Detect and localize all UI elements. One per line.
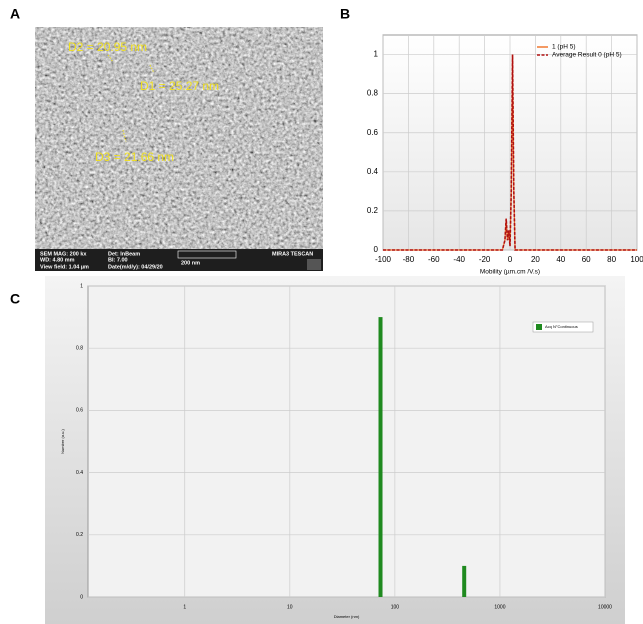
legend-label: Average Result 0 (pH 5)	[552, 52, 622, 59]
bar	[378, 317, 383, 597]
x-tick-label: 10000	[598, 604, 612, 610]
info: SEM MAG: 200 kx	[40, 251, 87, 257]
panel-label: B	[340, 6, 350, 22]
sem-image	[35, 27, 323, 249]
x-tick-label: 1	[183, 604, 186, 610]
info: View field: 1.04 µm	[40, 264, 89, 270]
x-tick-label: -40	[453, 255, 465, 264]
annotation: D3 = 21.66 nm	[95, 150, 174, 164]
x-tick-label: 100	[630, 255, 643, 264]
annotation: D2 = 20.95 nm	[68, 40, 147, 54]
legend-swatch	[536, 324, 542, 330]
info: MIRA3 TESCAN	[272, 251, 313, 257]
logo	[307, 259, 321, 270]
y-tick-label: 0.2	[76, 532, 83, 538]
x-tick-label: -80	[403, 255, 415, 264]
panel-label: C	[10, 291, 20, 307]
measure-line	[122, 129, 127, 143]
x-tick-label: -100	[375, 255, 392, 264]
x-tick-label: 60	[582, 255, 591, 264]
measure-line	[149, 64, 155, 74]
y-tick-label: 0.8	[367, 89, 379, 98]
annotation: D1 = 25.27 nm	[140, 79, 219, 93]
y-tick-label: 0	[374, 245, 379, 254]
info: 200 nm	[181, 260, 200, 266]
info: Det: InBeam	[108, 251, 140, 257]
info: WD: 4.80 mm	[40, 257, 75, 263]
y-tick-label: 0.6	[367, 128, 379, 137]
bar	[462, 565, 467, 597]
x-axis-label: Mobility (µm.cm /V.s)	[480, 269, 540, 276]
legend-box	[532, 321, 594, 333]
panel-label: A	[10, 6, 20, 22]
x-tick-label: -20	[479, 255, 491, 264]
x-tick-label: 10	[287, 604, 293, 610]
measure-line	[107, 54, 114, 63]
x-tick-label: -60	[428, 255, 440, 264]
y-tick-label: 0.4	[367, 167, 379, 176]
info-bar	[35, 249, 323, 271]
x-tick-label: 1000	[494, 604, 505, 610]
legend-label: 1 (pH 5)	[552, 44, 575, 51]
legend-label: Acq N°Continuous	[545, 324, 578, 329]
scale-bar	[177, 250, 237, 259]
y-tick-label: 0.4	[76, 470, 83, 476]
y-tick-label: 0	[80, 594, 83, 600]
y-tick-label: 0.8	[76, 346, 83, 352]
x-tick-label: 20	[531, 255, 540, 264]
y-tick-label: 1	[374, 50, 379, 59]
x-tick-label: 40	[556, 255, 565, 264]
x-tick-label: 100	[391, 604, 400, 610]
y-tick-label: 1	[80, 283, 83, 289]
info: Date(m/d/y): 04/29/20	[108, 264, 163, 270]
x-tick-label: 0	[508, 255, 513, 264]
line	[383, 54, 637, 251]
plot-area	[87, 285, 606, 598]
x-tick-label: 80	[607, 255, 616, 264]
y-tick-label: 0.2	[367, 206, 379, 215]
y-axis-label: Number (a.u.)	[60, 429, 65, 454]
info: BI: 7.00	[108, 257, 128, 263]
y-tick-label: 0.6	[76, 408, 83, 414]
x-axis-label: Diameter (nm)	[334, 614, 360, 619]
